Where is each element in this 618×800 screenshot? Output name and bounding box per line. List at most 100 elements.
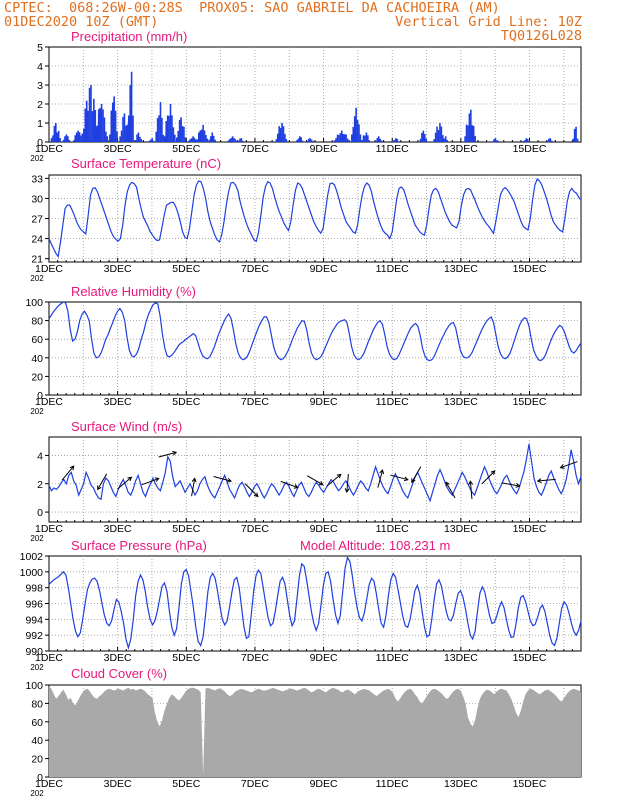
precip-bar — [353, 116, 356, 142]
precip-bar — [437, 129, 440, 142]
precip-bar — [77, 130, 79, 142]
x-tick-label: 13DEC — [444, 396, 478, 408]
precip-bar — [279, 127, 282, 142]
x-tick-label: 15DEC — [513, 143, 547, 155]
header-station-line: CPTEC: 068:26W-00:28S PROX05: SAO GABRIE… — [4, 0, 500, 16]
precip-bar — [395, 138, 397, 142]
panel-title: Relative Humidity (%) — [71, 284, 196, 299]
x-tick-label: 3DEC — [104, 263, 132, 275]
x-tick-label: 5DEC — [172, 778, 200, 790]
precip-bar — [576, 138, 579, 142]
precip-bar — [298, 136, 301, 142]
wind-arrow-shaft — [141, 478, 159, 486]
precip-bar — [73, 140, 75, 142]
precip-bar — [439, 123, 441, 142]
precip-bar — [111, 102, 114, 142]
precip-bar — [168, 115, 170, 142]
precip-bar — [233, 137, 235, 142]
precip-bar — [310, 139, 313, 142]
panel-annotation: Model Altitude: 108.231 m — [300, 538, 450, 553]
precip-bar — [214, 139, 216, 142]
y-tick-label: 4 — [37, 450, 43, 462]
precip-bar — [491, 141, 494, 142]
precip-bar — [130, 71, 133, 142]
precip-bar — [341, 130, 343, 142]
precip-bar — [156, 118, 159, 142]
y-tick-label: 80 — [31, 698, 43, 710]
precip-bar — [190, 138, 193, 142]
precip-bar — [148, 140, 151, 142]
precip-bar — [348, 140, 350, 142]
x-tick-label: 11DEC — [376, 143, 409, 155]
precip-bar — [166, 115, 169, 142]
precip-bar — [87, 110, 89, 142]
wind-arrow-head — [97, 485, 102, 491]
precip-bar — [140, 139, 143, 142]
x-tick-label: 7DEC — [241, 396, 269, 408]
precip-bar — [83, 128, 85, 142]
header-date-line: 01DEC2020 10Z (GMT) — [4, 14, 159, 30]
precip-bar — [362, 135, 365, 142]
precip-bar — [522, 140, 525, 142]
y-tick-label: 990 — [25, 646, 43, 658]
precip-bar — [93, 98, 95, 142]
precip-bar — [57, 130, 60, 142]
precip-bar — [306, 141, 309, 142]
precip-bar — [149, 139, 152, 142]
x-tick-label: 9DEC — [310, 778, 338, 790]
precip-bar — [446, 139, 448, 142]
precip-bar — [333, 140, 336, 142]
y-tick-label: 27 — [31, 214, 43, 226]
precip-bar — [196, 139, 199, 142]
wind-arrow-shaft — [560, 461, 578, 469]
precip-bar — [546, 140, 549, 142]
wind-arrow-shaft — [481, 470, 496, 485]
x-tick-label: 9DEC — [310, 263, 338, 275]
x-tick-label: 15DEC — [513, 523, 547, 535]
wind-arrow-head — [69, 465, 75, 471]
wind-arrow-shaft — [61, 465, 75, 481]
precip-bar — [195, 139, 197, 142]
precip-bar — [379, 138, 381, 142]
precip-bar — [342, 134, 345, 142]
precip-bar — [132, 115, 134, 142]
precip-bar — [275, 139, 278, 142]
precip-bar — [114, 110, 117, 142]
x-tick-label: 7DEC — [241, 263, 269, 275]
y-tick-label: 996 — [25, 599, 43, 611]
precip-bar — [97, 109, 100, 142]
precip-bar — [573, 128, 576, 142]
x-tick-label: 11DEC — [376, 523, 409, 535]
x-tick-label: 3DEC — [104, 778, 132, 790]
x-tick-label: 3DEC — [104, 523, 132, 535]
wind-arrow-shaft — [280, 480, 298, 489]
precip-bar — [116, 131, 118, 142]
wind-arrow-head — [559, 464, 565, 469]
precip-bar — [165, 121, 168, 142]
wind-arrow-head — [344, 488, 350, 493]
precip-bar — [193, 137, 196, 142]
panel-title: Cloud Cover (%) — [71, 666, 167, 681]
x-tick-label: 1DEC — [35, 396, 63, 408]
y-tick-label: 1 — [37, 118, 43, 130]
precip-bar — [284, 133, 286, 142]
precip-bar — [188, 140, 190, 142]
precip-bar — [339, 133, 342, 142]
precip-bar — [189, 139, 192, 142]
precip-bar — [103, 117, 106, 142]
cloud-cover-area — [49, 686, 581, 777]
precip-bar — [338, 135, 340, 142]
wind-arrow-shaft — [469, 481, 473, 500]
precip-bar — [434, 132, 437, 142]
wind-arrow-head — [318, 480, 324, 486]
precip-bar — [136, 134, 138, 142]
precip-bar — [68, 139, 71, 142]
precip-bar — [335, 138, 337, 142]
precip-bar — [528, 141, 530, 142]
precip-bar — [278, 126, 280, 142]
precip-bar — [110, 110, 113, 142]
series-line — [48, 556, 582, 651]
precip-bar — [234, 139, 237, 142]
y-tick-label: 100 — [25, 297, 43, 309]
